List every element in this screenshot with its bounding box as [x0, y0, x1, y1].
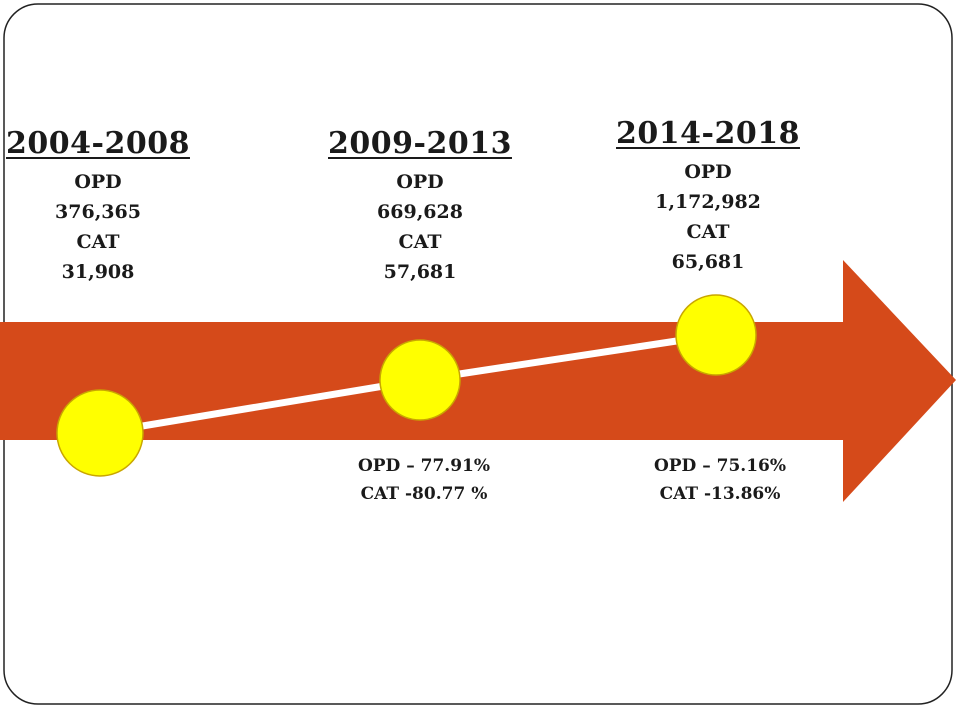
opd-label: OPD	[396, 171, 444, 193]
growth-opd: OPD – 75.16%	[653, 456, 787, 476]
growth-block-2: OPD – 77.91% CAT -80.77 %	[314, 452, 534, 508]
period-label: 2004-2008	[6, 126, 190, 161]
period-marker-1	[56, 389, 144, 477]
period-block-1: 2004-2008 OPD 376,365 CAT 31,908	[0, 126, 196, 287]
cat-label: CAT	[398, 231, 442, 253]
cat-value: 65,681	[671, 251, 745, 273]
period-label: 2009-2013	[328, 126, 512, 161]
cat-label: CAT	[76, 231, 120, 253]
cat-label: CAT	[686, 221, 730, 243]
period-block-2: 2009-2013 OPD 669,628 CAT 57,681	[320, 126, 520, 287]
connector-line-2	[416, 331, 720, 384]
opd-value: 669,628	[377, 201, 463, 223]
opd-value: 376,365	[55, 201, 141, 223]
opd-label: OPD	[684, 161, 732, 183]
period-label: 2014-2018	[616, 116, 800, 151]
period-block-3: 2014-2018 OPD 1,172,982 CAT 65,681	[608, 116, 808, 277]
opd-value: 1,172,982	[655, 191, 761, 213]
opd-label: OPD	[74, 171, 122, 193]
period-marker-2	[379, 339, 461, 421]
connector-line-1	[96, 376, 424, 437]
growth-opd: OPD – 77.91%	[357, 456, 491, 476]
timeline-arrow	[0, 260, 956, 502]
cat-value: 57,681	[383, 261, 457, 283]
cat-value: 31,908	[61, 261, 135, 283]
growth-cat: CAT -13.86%	[659, 484, 781, 504]
growth-cat: CAT -80.77 %	[360, 484, 488, 504]
period-marker-3	[675, 294, 757, 376]
growth-block-3: OPD – 75.16% CAT -13.86%	[610, 452, 830, 508]
